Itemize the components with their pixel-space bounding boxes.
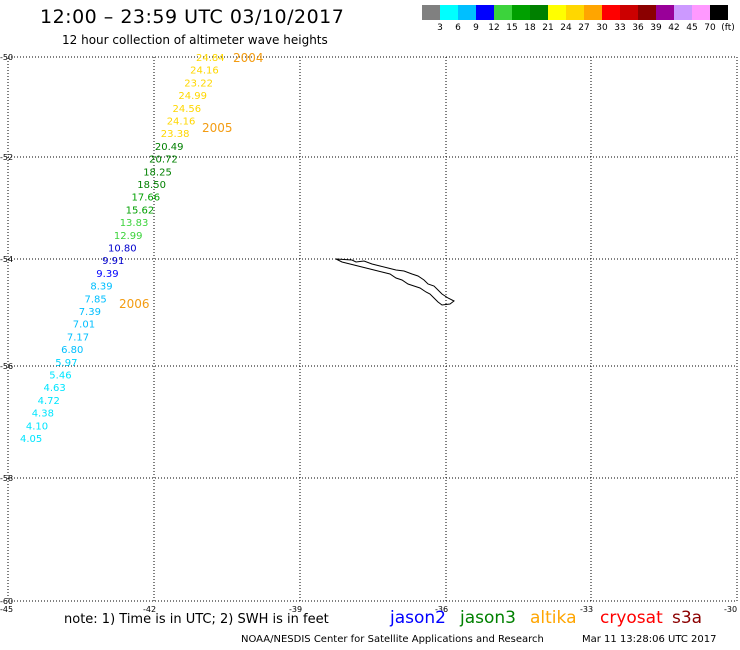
scale-swatch [638,5,656,20]
scale-swatch [692,5,710,20]
scale-label: 30 [596,23,608,33]
satellite-cryosat: cryosat [600,608,663,628]
lat-label: -52 [0,153,13,162]
wave-height-value: 17.66 [132,193,161,204]
wave-height-value: 13.83 [120,218,149,229]
wave-height-value: 12.99 [114,231,143,242]
satellite-jason2: jason2 [390,608,446,628]
scale-swatch [440,5,458,20]
wave-height-value: 6.80 [61,345,83,356]
scale-swatch [602,5,620,20]
lat-label: -50 [0,53,13,62]
wave-height-value: 5.46 [49,371,71,382]
lat-label: -56 [0,362,13,371]
scale-label: 21 [542,23,554,33]
scale-swatch [512,5,530,20]
grid [8,57,737,601]
wave-height-value: 24.16 [190,66,219,77]
scale-label: 27 [578,23,590,33]
scale-label: 33 [614,23,626,33]
scale-label: 6 [455,23,461,33]
scale-unit: (ft) [721,23,735,33]
time-label: 2006 [119,297,150,311]
wave-height-value: 18.25 [143,167,172,178]
scale-label: 24 [560,23,572,33]
lon-label: -39 [289,605,302,614]
wave-height-value: 15.62 [126,205,155,216]
satellite-jason3: jason3 [460,608,516,628]
wave-height-value: 24.84 [196,53,225,64]
map-frame [7,56,738,602]
credit-line: NOAA/NESDIS Center for Satellite Applica… [241,634,544,645]
wave-height-value: 4.05 [20,434,42,445]
lon-label: -36 [435,605,448,614]
island-outline [335,258,455,306]
scale-label: 39 [650,23,662,33]
map-subtitle: 12 hour collection of altimeter wave hei… [62,33,328,47]
scale-label: 18 [524,23,536,33]
wave-height-value: 24.56 [173,104,202,115]
wave-height-value: 7.01 [73,320,95,331]
scale-swatch [530,5,548,20]
wave-height-value: 4.10 [26,421,48,432]
lat-label: -60 [0,597,13,606]
wave-height-value: 10.80 [108,244,137,255]
wave-height-value: 4.72 [38,396,60,407]
wave-height-value: 24.99 [178,91,207,102]
map-title: 12:00 – 23:59 UTC 03/10/2017 [40,6,345,28]
scale-label: 42 [668,23,680,33]
footer-note: note: 1) Time is in UTC; 2) SWH is in fe… [64,612,329,627]
wave-height-value: 7.39 [79,307,101,318]
scale-swatch [476,5,494,20]
timestamp: Mar 11 13:28:06 UTC 2017 [582,634,717,645]
wave-height-value: 8.39 [90,282,112,293]
scale-swatch [584,5,602,20]
wave-height-value: 9.91 [102,256,124,267]
wave-height-value: 24.16 [167,117,196,128]
wave-height-value: 23.38 [161,129,190,140]
wave-height-value: 7.85 [85,294,107,305]
scale-label: 12 [488,23,500,33]
scale-label: 15 [506,23,518,33]
scale-swatch [620,5,638,20]
scale-label: 36 [632,23,644,33]
scale-swatch [458,5,476,20]
scale-swatch [674,5,692,20]
lon-label: -42 [143,605,156,614]
lon-label: -33 [580,605,593,614]
scale-swatch [710,5,728,20]
wave-height-value: 4.63 [44,383,66,394]
wave-height-value: 4.38 [32,409,54,420]
lon-label: -30 [724,605,737,614]
wave-height-value: 20.49 [155,142,184,153]
scale-swatch [656,5,674,20]
satellite-altika: altika [530,608,577,628]
track-points: 24.8424.1623.2224.9924.5624.1623.3820.49… [20,53,225,445]
wave-height-value: 18.50 [137,180,166,191]
scale-swatch [566,5,584,20]
time-label: 2005 [202,121,233,135]
satellite-s3a: s3a [672,608,703,628]
wave-height-value: 5.97 [55,358,77,369]
wave-height-value: 9.39 [96,269,118,280]
lat-label: -58 [0,474,13,483]
scale-swatch [494,5,512,20]
time-label: 2004 [233,51,264,65]
scale-label: 9 [473,23,479,33]
lon-label: -45 [0,605,13,614]
scale-swatch [548,5,566,20]
scale-label: 70 [704,23,716,33]
scale-label: 45 [686,23,698,33]
lat-label: -54 [0,255,13,264]
scale-label: 3 [437,23,443,33]
wave-height-value: 23.22 [184,78,213,89]
scale-swatch [422,5,440,20]
wave-height-value: 7.17 [67,332,89,343]
wave-height-value: 20.72 [149,155,178,166]
